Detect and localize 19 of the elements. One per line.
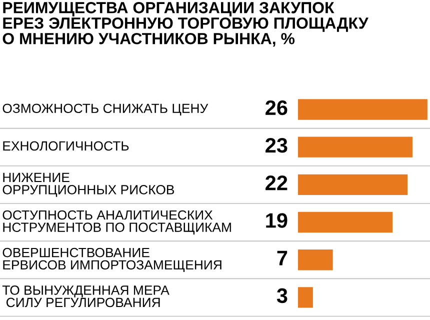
data-label: 7 — [277, 250, 288, 266]
data-label: 19 — [266, 213, 288, 228]
bar — [298, 250, 333, 270]
data-label: 3 — [276, 288, 288, 304]
bar — [298, 174, 408, 196]
y-tick-label: ТО ВЫНУЖДЕННАЯ МЕРА СИЛУ РЕГУЛИРОВАНИЯ — [2, 285, 170, 308]
y-tick-label: ОВЕРШЕНСТВОВАНИЕ ЕРВИСОВ ИМПОРТОЗАМЕЩЕНИЯ — [2, 248, 222, 272]
data-label: 23 — [266, 138, 288, 153]
bar — [298, 136, 412, 158]
bar — [298, 99, 428, 120]
data-label: 22 — [266, 176, 288, 190]
y-tick-label: ОСТУПНОСТЬ АНАЛИТИЧЕСКИХ НСТРУМЕНТОВ ПО ПОСТАВЩИКАМ — [2, 210, 231, 234]
bar — [298, 212, 393, 233]
y-tick-label: НИЖЕНИЕ ОРРУПЦИОННЫХ РИСКОВ — [2, 172, 174, 197]
y-tick-label: ОЗМОЖНОСТЬ СНИЖАТЬ ЦЕНУ — [2, 104, 208, 116]
y-tick-label: ЕХНОЛОГИЧНОСТЬ — [3, 141, 129, 151]
bar — [298, 287, 313, 308]
data-label: 26 — [266, 100, 288, 116]
chart-title: РЕИМУЩЕСТВА ОРГАНИЗАЦИИ ЗАКУПОК ЕРЕЗ ЭЛЕКТРОННУЮ ТОРГОВУЮ ПЛОЩАДКУ О МНЕНИЮ УЧАСТНИКОВ РЫНКА, % — [2, 2, 368, 47]
